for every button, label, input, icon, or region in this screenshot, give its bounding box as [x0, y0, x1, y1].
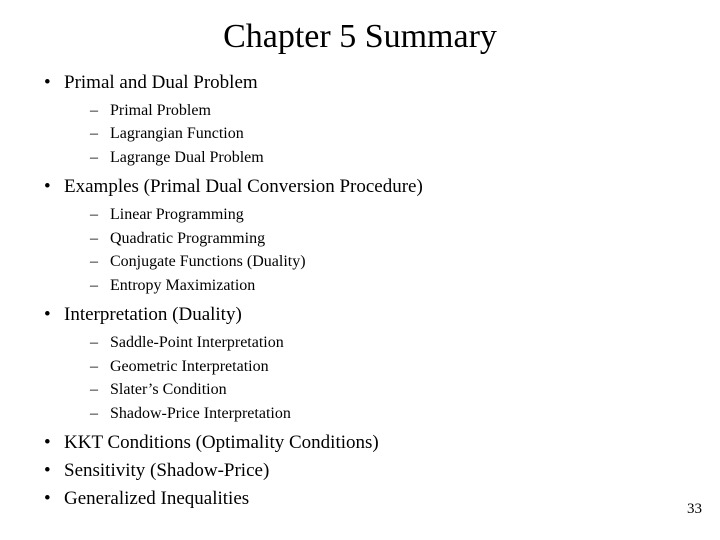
list-item-label: Primal Problem: [110, 102, 211, 119]
list-item: Slater’s Condition: [90, 379, 678, 401]
list-item-label: Geometric Interpretation: [110, 358, 269, 375]
list-item: Sensitivity (Shadow-Price): [42, 458, 678, 484]
list-item: Examples (Primal Dual Conversion Procedu…: [42, 174, 678, 296]
list-item-label: Shadow-Price Interpretation: [110, 405, 291, 422]
list-item: Primal and Dual Problem Primal Problem L…: [42, 70, 678, 168]
list-item: Primal Problem: [90, 100, 678, 122]
list-item: Geometric Interpretation: [90, 356, 678, 378]
list-item: Interpretation (Duality) Saddle-Point In…: [42, 302, 678, 424]
list-item: Conjugate Functions (Duality): [90, 251, 678, 273]
list-item-label: Sensitivity (Shadow-Price): [64, 460, 269, 481]
bullet-list: Primal and Dual Problem Primal Problem L…: [42, 70, 678, 511]
list-item-label: Linear Programming: [110, 206, 244, 223]
list-item-label: Primal and Dual Problem: [64, 72, 258, 93]
list-item-label: KKT Conditions (Optimality Conditions): [64, 432, 379, 453]
page-number: 33: [687, 501, 702, 518]
list-item-label: Quadratic Programming: [110, 230, 265, 247]
list-item-label: Entropy Maximization: [110, 277, 255, 294]
list-item: Quadratic Programming: [90, 228, 678, 250]
list-item-label: Conjugate Functions (Duality): [110, 253, 306, 270]
list-item: Shadow-Price Interpretation: [90, 403, 678, 425]
list-item: Lagrange Dual Problem: [90, 147, 678, 169]
sub-list: Primal Problem Lagrangian Function Lagra…: [64, 100, 678, 169]
list-item: Entropy Maximization: [90, 275, 678, 297]
slide: Chapter 5 Summary Primal and Dual Proble…: [0, 0, 720, 540]
list-item-label: Slater’s Condition: [110, 381, 227, 398]
list-item: Lagrangian Function: [90, 123, 678, 145]
list-item-label: Lagrangian Function: [110, 125, 244, 142]
list-item-label: Generalized Inequalities: [64, 488, 249, 509]
list-item: Generalized Inequalities: [42, 486, 678, 512]
slide-title: Chapter 5 Summary: [42, 18, 678, 56]
list-item-label: Lagrange Dual Problem: [110, 149, 264, 166]
sub-list: Saddle-Point Interpretation Geometric In…: [64, 332, 678, 424]
list-item: KKT Conditions (Optimality Conditions): [42, 430, 678, 456]
list-item-label: Saddle-Point Interpretation: [110, 334, 284, 351]
list-item: Saddle-Point Interpretation: [90, 332, 678, 354]
list-item-label: Interpretation (Duality): [64, 304, 242, 325]
list-item-label: Examples (Primal Dual Conversion Procedu…: [64, 176, 423, 197]
list-item: Linear Programming: [90, 204, 678, 226]
sub-list: Linear Programming Quadratic Programming…: [64, 204, 678, 296]
